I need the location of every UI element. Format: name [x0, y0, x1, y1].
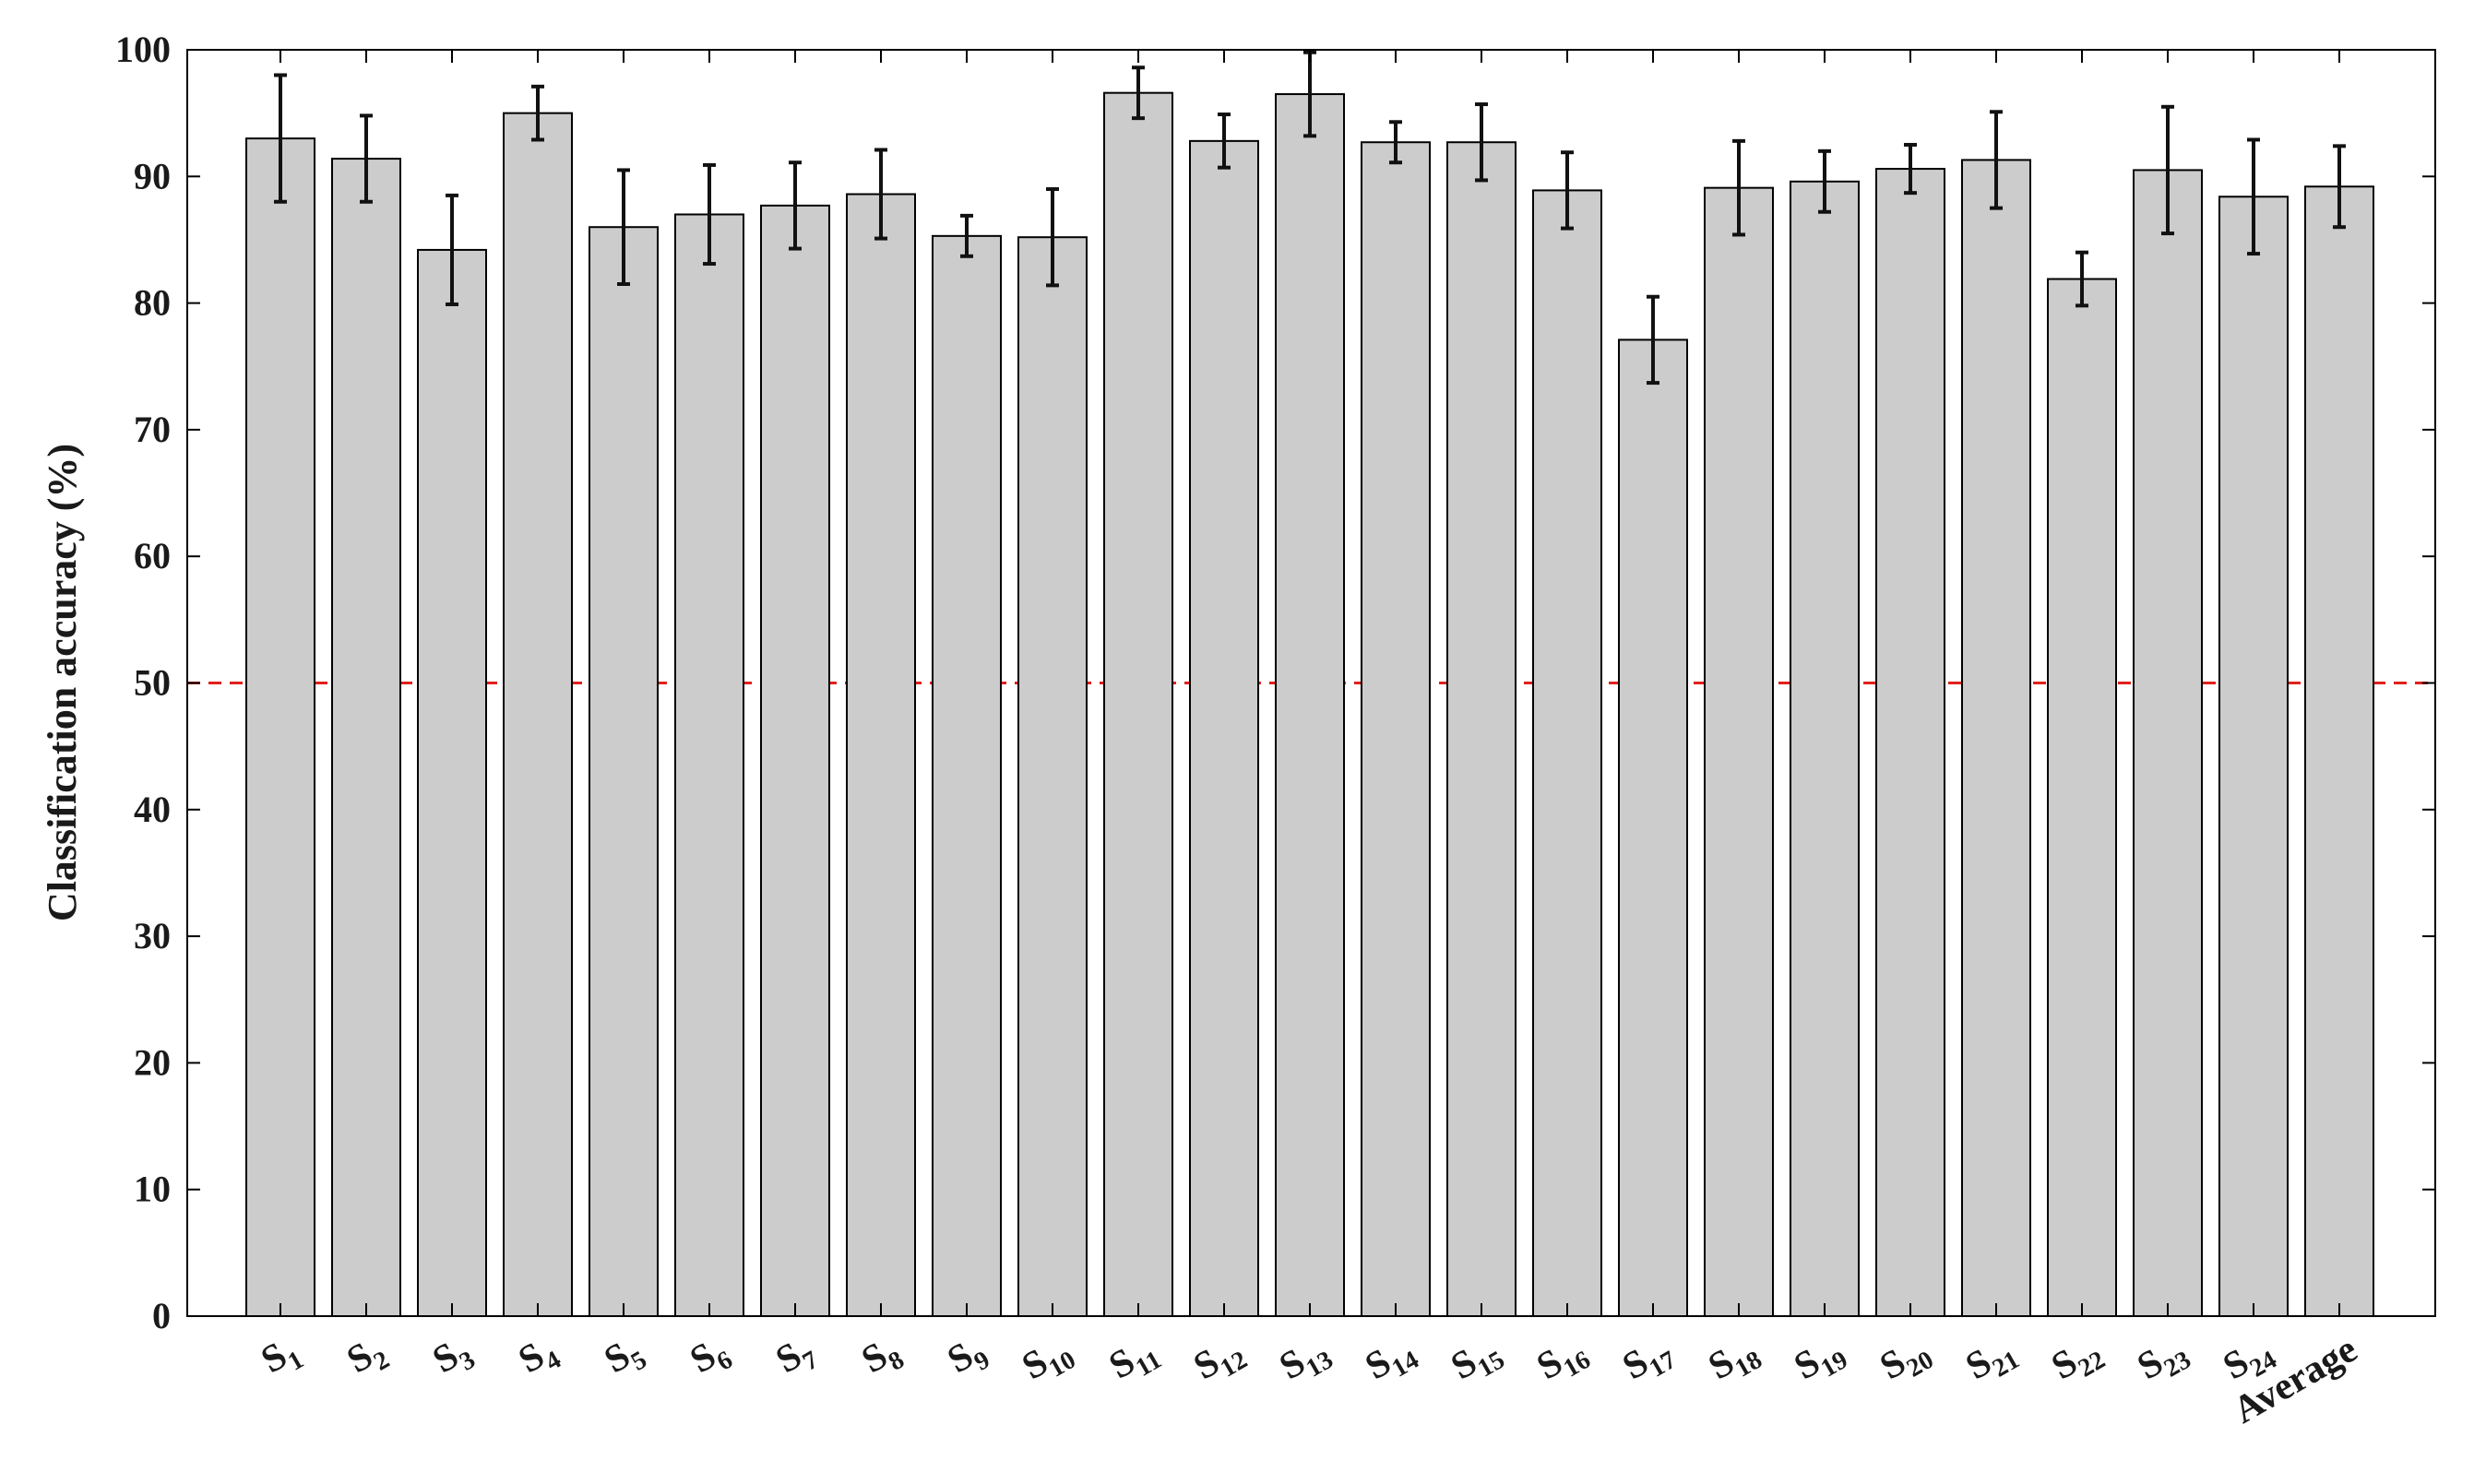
x-tick-label: S5 — [598, 1328, 652, 1388]
bar — [2218, 196, 2289, 1318]
error-bar — [2076, 250, 2088, 308]
error-bar — [360, 113, 373, 204]
error-bar — [1046, 187, 1059, 288]
x-tick-label: S3 — [426, 1328, 481, 1388]
y-tick-label: 90 — [134, 155, 171, 196]
error-bar — [789, 160, 802, 251]
x-tick-label: S6 — [684, 1328, 738, 1388]
y-tick-label: 10 — [134, 1169, 171, 1210]
bar — [1446, 141, 1517, 1317]
error-bar — [2247, 137, 2260, 256]
bar — [1275, 93, 1345, 1317]
bar — [1618, 338, 1688, 1317]
bar — [2304, 185, 2374, 1317]
bar — [1361, 141, 1431, 1317]
bar — [674, 213, 744, 1318]
bar — [1704, 186, 1774, 1318]
x-tick-label: S19 — [1788, 1328, 1853, 1395]
bar — [932, 234, 1002, 1317]
bar — [1875, 168, 1945, 1317]
bar — [846, 193, 916, 1318]
error-bar — [1990, 110, 2003, 210]
error-bar — [531, 84, 544, 142]
y-tick-label: 100 — [115, 29, 171, 70]
y-tick-label: 20 — [134, 1041, 171, 1083]
error-bar — [1561, 150, 1574, 231]
bar — [1103, 91, 1173, 1317]
error-bar — [1475, 102, 1488, 183]
error-bars-group — [274, 50, 2346, 386]
bar — [2047, 278, 2117, 1318]
x-tick-label: S9 — [941, 1328, 995, 1388]
error-bar — [874, 148, 887, 241]
x-tick-label: S15 — [1445, 1328, 1510, 1395]
error-bar — [446, 193, 458, 306]
y-tick-label: 60 — [134, 535, 171, 576]
bar — [331, 158, 401, 1317]
error-bar — [1389, 120, 1402, 165]
error-bar — [1904, 142, 1917, 196]
x-tick-label: S16 — [1530, 1328, 1596, 1395]
x-tick-label: S20 — [1873, 1328, 1939, 1395]
x-tick-label: S23 — [2131, 1328, 2196, 1395]
error-bar — [960, 213, 973, 258]
x-tick-label: S12 — [1187, 1328, 1253, 1395]
x-tick-label: S22 — [2045, 1328, 2111, 1395]
y-tick-label: 50 — [134, 662, 171, 704]
error-bar — [617, 168, 630, 287]
bar — [417, 248, 487, 1318]
bar — [589, 226, 659, 1318]
error-bar — [1818, 148, 1831, 214]
x-tick-label: S7 — [769, 1328, 824, 1388]
x-tick-label: S1 — [255, 1328, 309, 1388]
y-axis-label: Classification accuracy (%) — [40, 444, 85, 921]
x-tick-label: S10 — [1016, 1328, 1081, 1395]
x-tick-label: S11 — [1102, 1328, 1167, 1394]
error-bar — [2333, 144, 2346, 230]
error-bar — [1732, 138, 1745, 237]
y-tick-label: 80 — [134, 282, 171, 324]
x-tick-label: S17 — [1616, 1328, 1682, 1395]
y-tick-labels: 0 10 20 30 40 50 60 70 80 90 100 — [115, 29, 171, 1336]
bar — [1532, 189, 1602, 1318]
bar — [503, 112, 573, 1317]
x-tick-label: S14 — [1359, 1328, 1424, 1395]
bar — [245, 137, 315, 1318]
bar — [2133, 169, 2203, 1317]
x-tick-label: S21 — [1959, 1328, 2025, 1395]
error-bar — [703, 162, 716, 267]
error-bar — [1218, 113, 1231, 170]
y-tick-label: 30 — [134, 915, 171, 956]
bar — [760, 204, 830, 1317]
axes-group — [186, 49, 2436, 1317]
y-tick-label: 40 — [134, 789, 171, 830]
bars-group — [245, 91, 2374, 1318]
x-tick-labels: S1 S2 S3 S4 S5 S6 S7 S8 S9 S10 S11 S12 S13 S14 S15 S16 S… — [255, 1328, 2364, 1432]
bar — [1017, 236, 1088, 1318]
y-tick-label: 0 — [152, 1295, 171, 1336]
error-bar — [1647, 294, 1659, 386]
y-tick-label: 70 — [134, 409, 171, 450]
x-tick-label: S4 — [512, 1328, 566, 1388]
x-tick-label: S18 — [1702, 1328, 1767, 1395]
bar — [1961, 159, 2031, 1317]
error-bar — [274, 73, 287, 204]
bar — [1189, 139, 1259, 1318]
x-tick-label: S13 — [1273, 1328, 1338, 1395]
error-bar — [2161, 104, 2174, 236]
x-tick-label: S8 — [855, 1328, 910, 1388]
error-bar — [1132, 65, 1145, 121]
bar — [1790, 180, 1860, 1318]
x-tick-label: S2 — [340, 1328, 395, 1388]
